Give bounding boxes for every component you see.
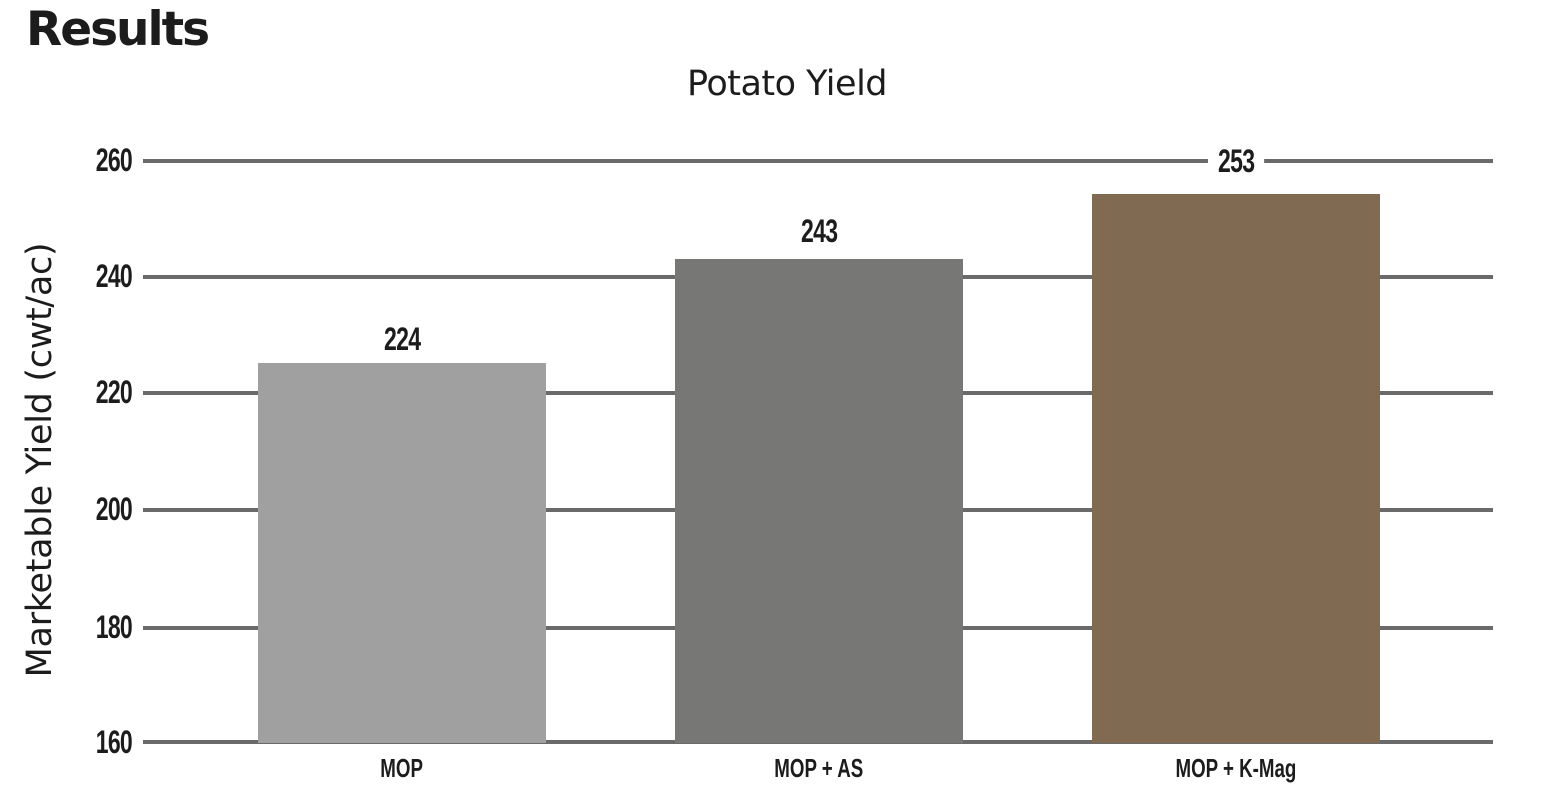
section-heading: Results xyxy=(26,2,210,57)
x-tick-mop: MOP xyxy=(380,753,424,783)
y-tick-180: 180 xyxy=(95,609,133,645)
x-tick-mop-kmag: MOP + K-Mag xyxy=(1175,753,1297,783)
y-tick-260: 260 xyxy=(95,142,133,178)
gridline-260 xyxy=(143,159,1493,163)
value-label-mop: 224 xyxy=(383,321,421,357)
bar-mop-as xyxy=(675,259,963,743)
chart-title: Potato Yield xyxy=(686,64,888,104)
y-tick-160: 160 xyxy=(95,724,133,760)
value-label-mop-kmag: 253 xyxy=(1092,143,1380,180)
y-tick-200: 200 xyxy=(95,491,133,527)
y-tick-240: 240 xyxy=(95,258,133,294)
bar-mop-kmag xyxy=(1092,194,1380,743)
bar-mop xyxy=(258,363,546,743)
y-tick-220: 220 xyxy=(95,374,133,410)
x-tick-mop-as: MOP + AS xyxy=(774,753,864,783)
value-label-mop-as: 243 xyxy=(800,213,838,249)
